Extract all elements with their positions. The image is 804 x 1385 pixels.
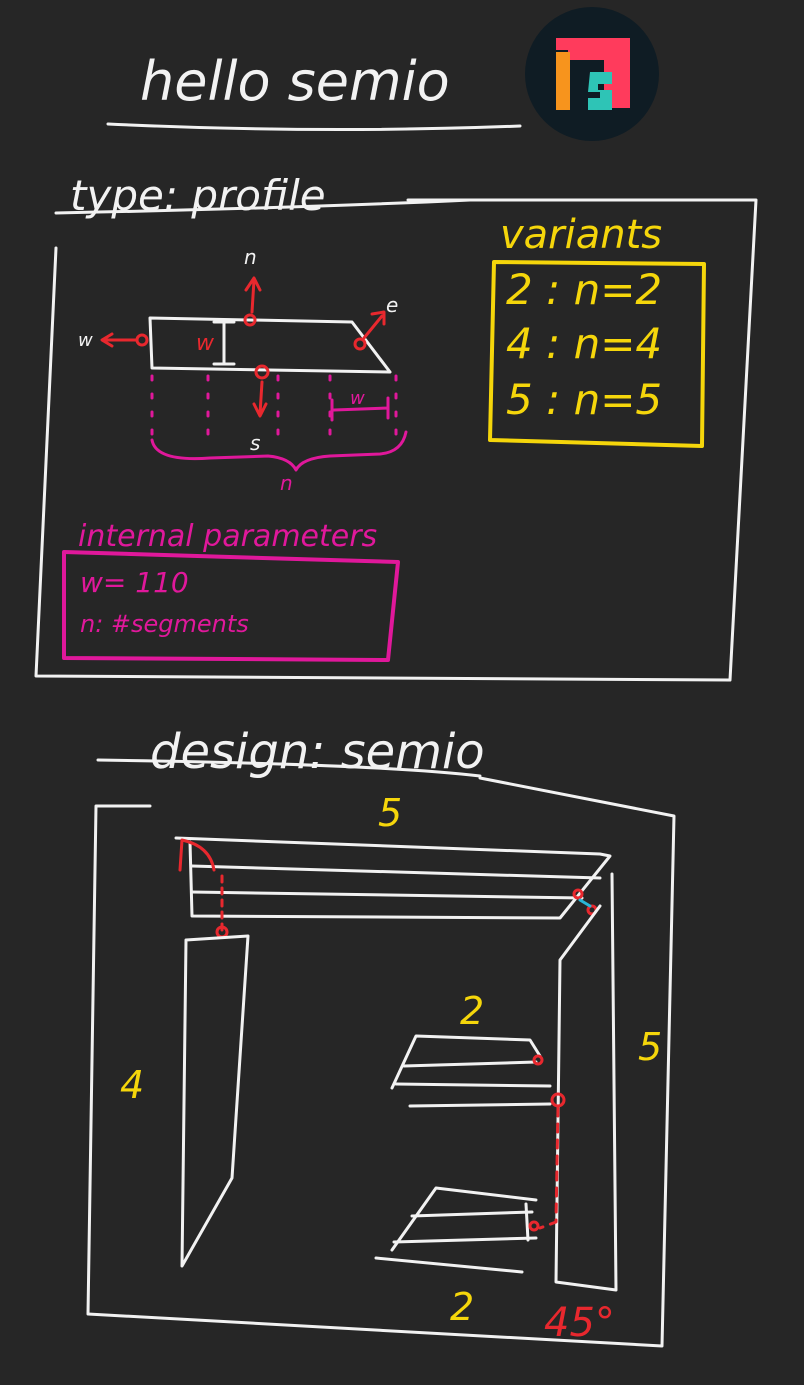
label-top-count: 5: [378, 791, 402, 835]
design-bottom-shelf: [374, 1186, 538, 1274]
internal-parameters-heading: internal parameters: [78, 519, 377, 554]
middle-shelf-joint: [550, 1092, 566, 1108]
east-port: [353, 337, 367, 351]
east-arrow-icon: [362, 310, 386, 340]
segment-count-label: n: [280, 471, 293, 495]
variant-item-2: 4 : n=4: [506, 319, 662, 368]
label-angle: 45°: [544, 1300, 615, 1346]
internal-parameter-1: w= 110: [80, 566, 189, 599]
south-port: [254, 364, 270, 380]
internal-parameters-panel: internal parameters w= 110 n: #segments: [62, 519, 400, 662]
shelf-connection-line: [538, 1106, 560, 1230]
width-mark-label: w: [196, 331, 215, 356]
west-label: w: [78, 330, 93, 351]
south-label: s: [250, 431, 260, 455]
east-label: e: [386, 293, 398, 317]
design-heading-underline: [96, 758, 482, 778]
bottom-shelf-port: [528, 1220, 540, 1232]
corner-angle-arc: [178, 838, 216, 872]
right-joint-port-a: [572, 888, 584, 900]
design-section-frame: [86, 776, 676, 1348]
profile-shape: [148, 316, 392, 374]
south-arrow-icon: [252, 380, 268, 418]
segment-count-brace: [150, 430, 408, 472]
label-middle-shelf-count: 2: [460, 989, 484, 1033]
label-bottom-shelf-count: 2: [450, 1285, 474, 1329]
internal-parameter-2: n: #segments: [80, 610, 249, 638]
variant-item-3: 5 : n=5: [506, 375, 662, 424]
segment-width-label: w: [350, 388, 365, 409]
variant-item-1: 2 : n=2: [506, 265, 662, 314]
design-right-beam: [554, 872, 618, 1292]
variants-heading: variants: [500, 212, 662, 258]
width-indicator: [212, 320, 236, 366]
page-title: hello semio: [140, 50, 450, 113]
corner-joint-port: [215, 925, 229, 939]
profile-diagram: w n w e s w n: [78, 245, 408, 495]
internal-parameters-box: [62, 550, 400, 662]
label-right-count: 5: [638, 1025, 662, 1069]
segment-dividers: [150, 374, 398, 442]
design-middle-shelf: [390, 1034, 552, 1108]
segment-width-indicator: [330, 396, 390, 422]
type-heading-underline: [54, 198, 472, 215]
variants-panel: variants 2 : n=2 4 : n=4 5 : n=5: [488, 212, 706, 448]
north-port: [243, 313, 257, 327]
variants-box: [488, 260, 706, 448]
north-arrow-icon: [244, 276, 262, 314]
title-underline: [106, 122, 522, 132]
west-arrow-icon: [100, 332, 138, 348]
design-left-beam: [180, 934, 250, 1268]
semio-logo: [525, 7, 659, 141]
north-label: n: [244, 245, 257, 269]
west-port: [135, 333, 149, 347]
type-section-frame: [34, 198, 758, 682]
design-top-beam: [174, 836, 612, 920]
right-joint-link: [578, 898, 592, 908]
middle-shelf-port: [532, 1054, 544, 1066]
label-left-count: 4: [120, 1063, 144, 1107]
